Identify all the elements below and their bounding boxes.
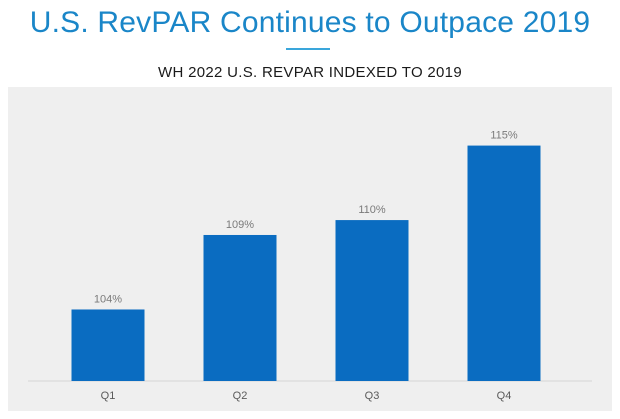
data-label-q1: 104%	[94, 293, 122, 305]
chart-subtitle: WH 2022 U.S. REVPAR INDEXED TO 2019	[158, 64, 462, 81]
bar-q3	[335, 220, 409, 381]
data-label-q2: 109%	[226, 219, 254, 231]
bar-q2	[203, 234, 277, 381]
page-title: U.S. RevPAR Continues to Outpace 2019	[29, 6, 591, 39]
x-tick-label-q2: Q2	[233, 390, 248, 402]
x-tick-label-q3: Q3	[365, 390, 380, 402]
x-tick-label-q4: Q4	[497, 390, 512, 402]
x-tick-label-q1: Q1	[101, 390, 116, 402]
bar-chart: 104% Q1 109% Q2 110% Q3 115% Q4	[28, 130, 592, 402]
title-divider	[286, 48, 330, 50]
bar-q4	[467, 145, 541, 381]
data-label-q3: 110%	[358, 204, 386, 216]
data-label-q4: 115%	[490, 130, 518, 142]
bar-q1	[71, 309, 145, 381]
